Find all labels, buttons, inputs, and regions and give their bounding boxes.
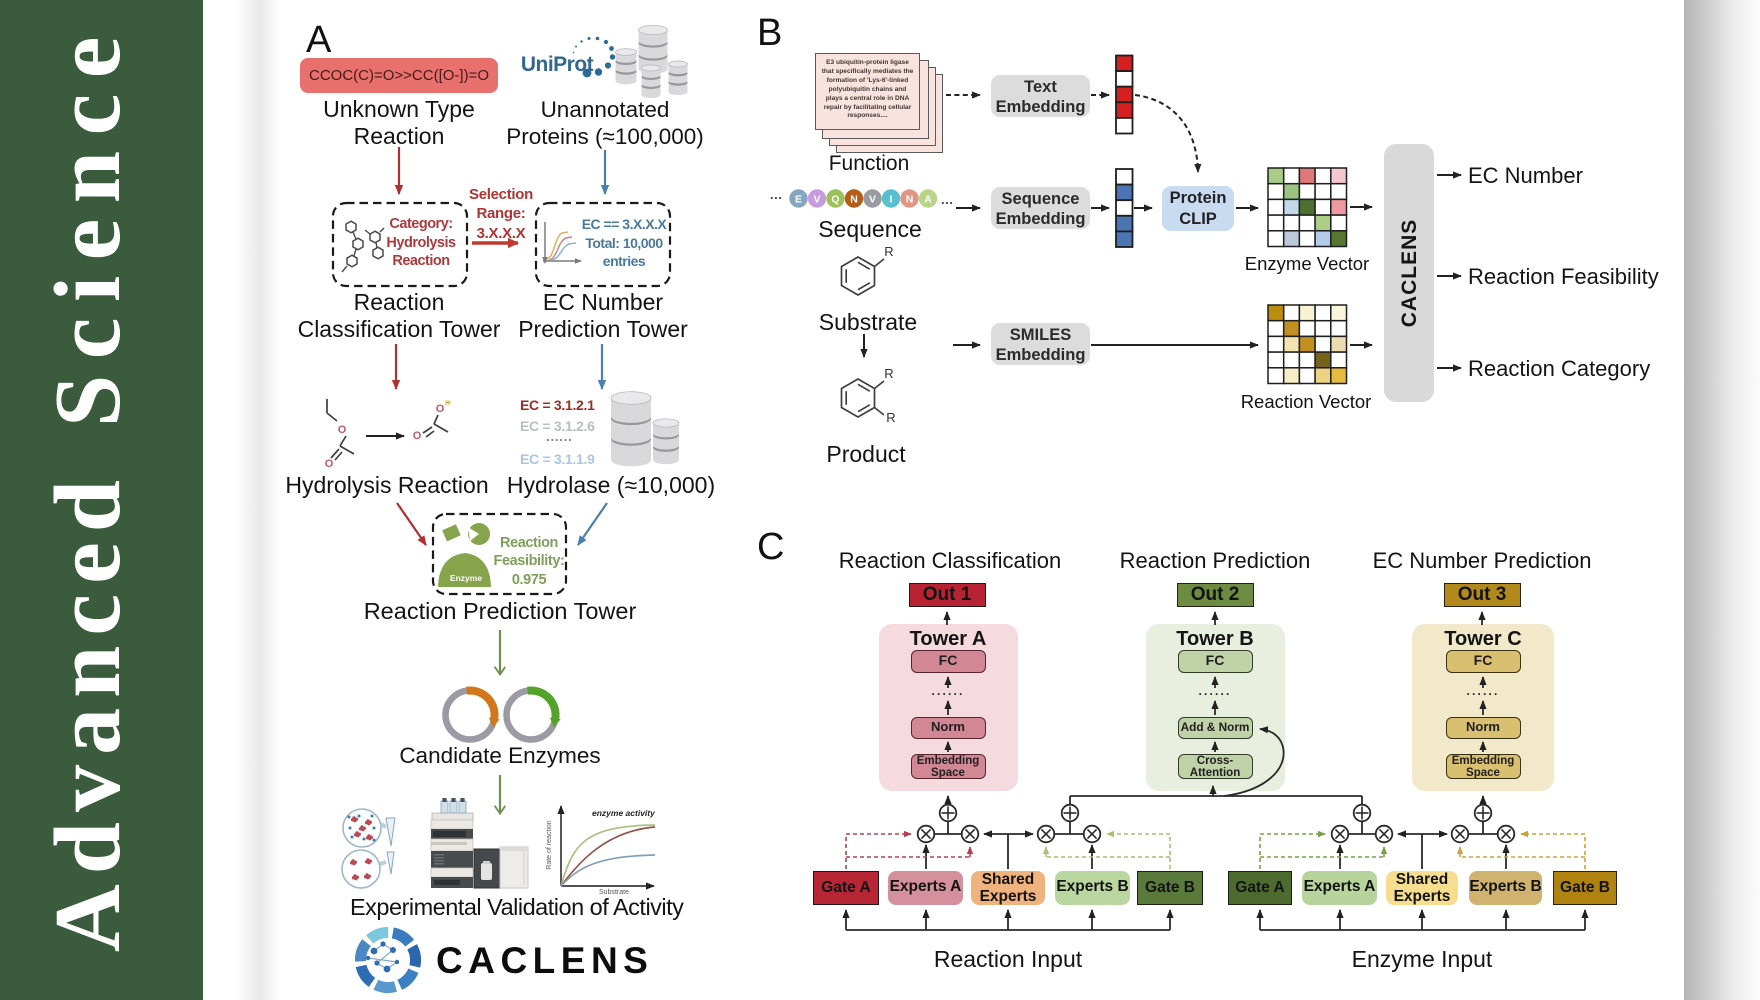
svg-text:R: R bbox=[884, 244, 893, 259]
svg-text:CACLENS: CACLENS bbox=[1398, 219, 1421, 328]
svg-text:N: N bbox=[850, 193, 858, 205]
svg-text:R: R bbox=[886, 410, 895, 425]
svg-text:O: O bbox=[436, 403, 445, 415]
svg-text:–: – bbox=[446, 398, 451, 407]
svg-text:R: R bbox=[884, 366, 893, 381]
svg-text:V: V bbox=[813, 193, 820, 205]
svg-text:Advanced: Advanced bbox=[36, 470, 140, 952]
svg-text:I: I bbox=[890, 193, 893, 205]
svg-text:Q: Q bbox=[831, 193, 839, 205]
svg-text:V: V bbox=[869, 193, 876, 205]
svg-text:O: O bbox=[325, 458, 334, 470]
svg-text:O: O bbox=[413, 430, 422, 442]
svg-text:A: A bbox=[924, 193, 932, 205]
svg-text:Science: Science bbox=[36, 21, 140, 427]
svg-text:O: O bbox=[338, 424, 347, 436]
svg-text:UniProt: UniProt bbox=[521, 53, 594, 76]
svg-text:N: N bbox=[906, 193, 914, 205]
svg-text:E: E bbox=[795, 193, 802, 205]
svg-text:Enzyme: Enzyme bbox=[450, 573, 482, 583]
